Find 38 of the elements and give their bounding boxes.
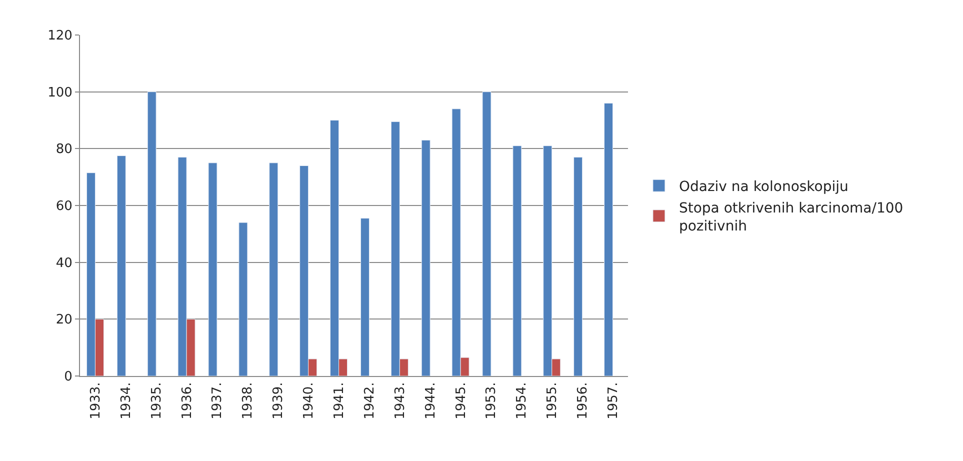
- x-tick-label: 1939.: [271, 382, 286, 420]
- bar: [116, 156, 126, 376]
- bar: [360, 218, 370, 376]
- x-tick-label: 1940.: [302, 382, 317, 420]
- bar: [238, 222, 248, 376]
- y-tick-label: 100: [48, 85, 72, 100]
- y-tick-label: 20: [56, 312, 72, 328]
- x-tick-label: 1937.: [210, 382, 226, 420]
- y-tick-label: 40: [56, 256, 72, 271]
- bar: [147, 92, 156, 376]
- x-tick-label: 1944.: [423, 382, 438, 420]
- legend-label: Odaziv na kolonoskopiju: [678, 179, 848, 196]
- y-tick-label: 80: [56, 142, 72, 158]
- x-tick-label: 1954.: [514, 382, 530, 420]
- x-tick-label: 1945.: [454, 382, 469, 420]
- x-tick-label: 1957.: [606, 382, 622, 420]
- x-tick-label: 1942.: [362, 382, 378, 420]
- bar: [421, 140, 430, 376]
- x-tick-label: 1941.: [332, 382, 348, 420]
- y-tick-label: 120: [48, 28, 72, 44]
- x-tick-label: 1955.: [545, 382, 560, 420]
- x-tick-label: 1936.: [180, 382, 195, 420]
- y-tick-label: 60: [56, 199, 72, 214]
- legend-label: Stopa otkrivenih karcinoma/100 pozitivnih: [678, 200, 904, 234]
- bar: [604, 102, 614, 376]
- bar: [482, 92, 492, 376]
- x-tick-label: 1953.: [484, 382, 500, 420]
- bar: [208, 162, 218, 376]
- x-tick-label: 1935.: [149, 382, 164, 420]
- x-tick-label: 1934.: [118, 382, 134, 420]
- x-tick-label: 1956.: [576, 382, 591, 420]
- x-tick-label: 1943.: [392, 382, 408, 420]
- x-tick-label: 1933.: [88, 382, 104, 420]
- bar: [574, 156, 583, 376]
- bar: [512, 146, 522, 376]
- y-tick-label: 0: [64, 370, 72, 385]
- x-tick-label: 1938.: [240, 382, 256, 420]
- bar: [269, 162, 278, 376]
